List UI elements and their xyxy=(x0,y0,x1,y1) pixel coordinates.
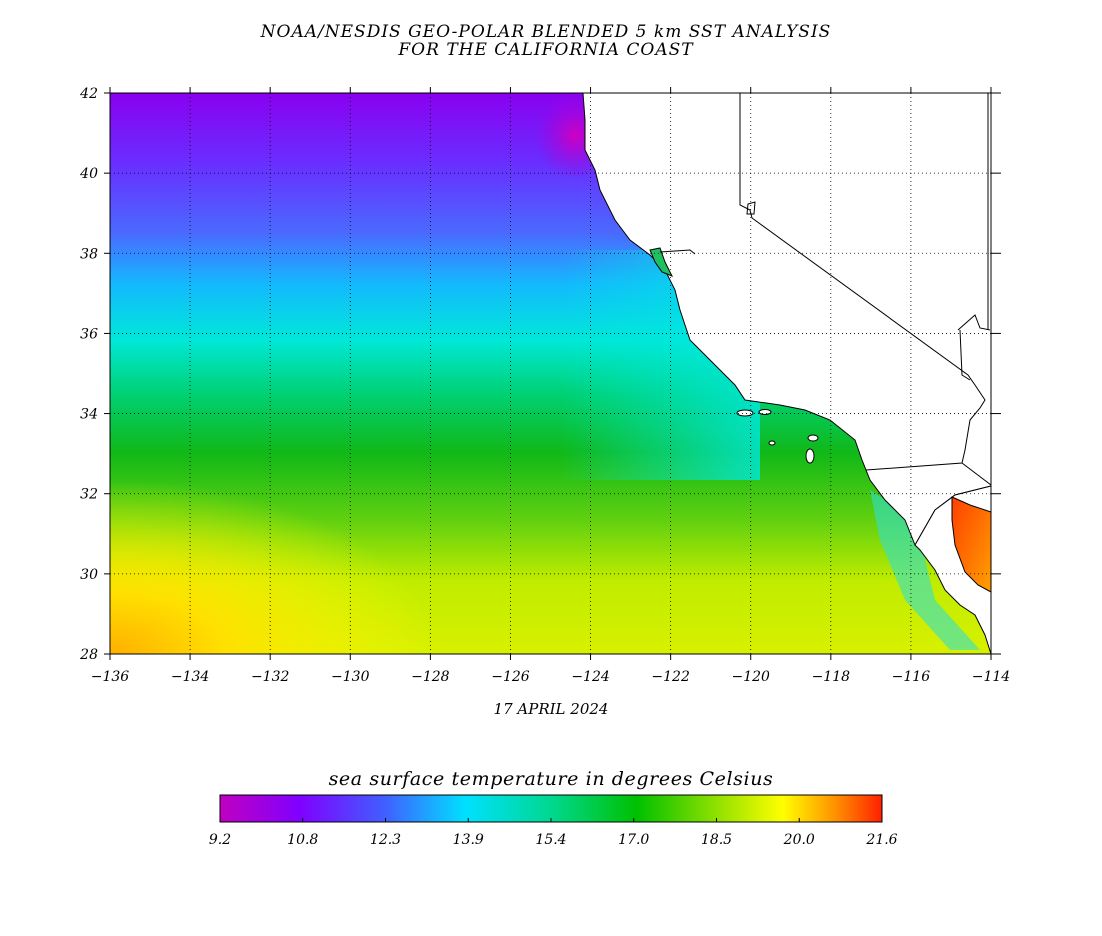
sf-bay xyxy=(649,247,674,277)
colorbar-tick-label: 12.3 xyxy=(370,832,401,848)
lon-tick-label: −136 xyxy=(91,669,130,685)
colorbar xyxy=(219,794,883,823)
delta-line xyxy=(659,249,696,255)
state-borders xyxy=(739,93,992,486)
lat-tick-label: 36 xyxy=(80,326,98,342)
colorbar-label: sea surface temperature in degrees Celsi… xyxy=(328,768,774,790)
gridlines xyxy=(110,93,991,654)
colorbar-tick-label: 9.2 xyxy=(209,832,231,848)
map-frame xyxy=(109,92,992,655)
lat-tick-label: 34 xyxy=(80,407,98,423)
lon-tick-label: −132 xyxy=(251,669,290,685)
colorbar-tick-label: 10.8 xyxy=(287,832,318,848)
colorbar-tick-label: 15.4 xyxy=(535,832,566,848)
lon-tick-label: −122 xyxy=(651,669,690,685)
colorbar-tick-label: 18.5 xyxy=(701,832,732,848)
lon-tick-label: −114 xyxy=(972,669,1010,685)
lon-tick-label: −116 xyxy=(892,669,931,685)
map-title-line-1: NOAA/NESDIS GEO-POLAR BLENDED 5 km SST A… xyxy=(260,22,832,42)
analysis-date: 17 APRIL 2024 xyxy=(493,700,609,718)
gulf-of-california xyxy=(951,496,992,593)
colorbar-tick-label: 21.6 xyxy=(865,832,897,848)
colorbar-tick-label: 20.0 xyxy=(783,832,815,848)
lat-tick-label: 32 xyxy=(80,487,98,503)
lon-tick-label: −126 xyxy=(491,669,530,685)
colorbar-tick-label: 13.9 xyxy=(453,832,484,848)
lat-tick-label: 28 xyxy=(79,647,98,663)
lat-tick-label: 38 xyxy=(80,246,98,262)
lat-tick-label: 30 xyxy=(80,567,98,583)
lon-tick-label: −124 xyxy=(571,669,609,685)
lon-tick-label: −134 xyxy=(171,669,209,685)
axis-ticks xyxy=(104,87,1001,660)
lon-tick-label: −120 xyxy=(732,669,771,685)
lat-tick-label: 40 xyxy=(79,166,98,182)
map-title-line-2: FOR THE CALIFORNIA COAST xyxy=(398,40,694,60)
lon-tick-label: −128 xyxy=(411,669,450,685)
lon-tick-label: −130 xyxy=(331,669,370,685)
lat-tick-label: 42 xyxy=(79,86,98,102)
lon-tick-label: −118 xyxy=(812,669,851,685)
colorbar-tick-label: 17.0 xyxy=(618,832,649,848)
